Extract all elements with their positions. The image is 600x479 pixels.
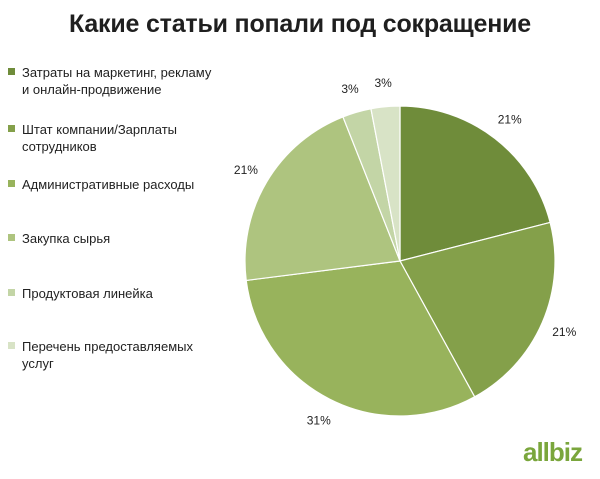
legend-label: Перечень предоставляемых услуг bbox=[22, 339, 193, 371]
legend-item: Штат компании/Зарплаты сотрудников bbox=[8, 121, 218, 155]
legend-label: Штат компании/Зарплаты сотрудников bbox=[22, 122, 177, 154]
slice-label: 21% bbox=[498, 113, 522, 127]
legend-item: Административные расходы bbox=[8, 176, 218, 193]
legend-label: Закупка сырья bbox=[22, 231, 111, 246]
pie-slice bbox=[399, 105, 551, 262]
pie-slice bbox=[245, 260, 476, 417]
slice-label: 31% bbox=[307, 413, 331, 427]
legend-swatch bbox=[8, 68, 15, 75]
legend-swatch bbox=[8, 180, 15, 187]
legend-label: Продуктовая линейка bbox=[22, 286, 153, 301]
pie-slice bbox=[399, 221, 556, 398]
legend-item: Закупка сырья bbox=[8, 230, 218, 247]
legend-swatch bbox=[8, 234, 15, 241]
legend-swatch bbox=[8, 342, 15, 349]
legend-label: Затраты на маркетинг, рекламу и онлайн-п… bbox=[22, 65, 212, 97]
slice-label: 21% bbox=[234, 163, 258, 177]
slice-label: 21% bbox=[552, 325, 576, 339]
allbiz-logo: allbiz bbox=[522, 437, 583, 467]
slice-label: 3% bbox=[374, 76, 392, 90]
pie-slice bbox=[370, 105, 401, 262]
legend-item: Перечень предоставляемых услуг bbox=[8, 338, 218, 372]
legend-item: Продуктовая линейка bbox=[8, 285, 218, 302]
legend-item: Затраты на маркетинг, рекламу и онлайн-п… bbox=[8, 64, 218, 98]
legend-swatch bbox=[8, 289, 15, 296]
chart-title: Какие статьи попали под сокращение bbox=[68, 10, 532, 38]
legend-label: Административные расходы bbox=[22, 177, 195, 192]
pie-slice bbox=[244, 116, 401, 282]
legend-swatch bbox=[8, 125, 15, 132]
slice-label: 3% bbox=[341, 82, 359, 96]
